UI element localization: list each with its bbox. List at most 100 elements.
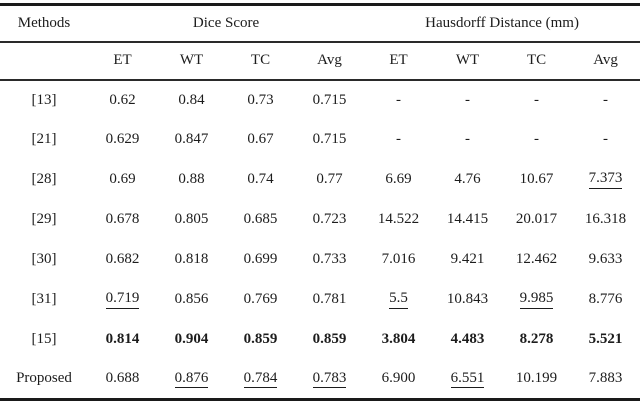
value-cell: 0.859 bbox=[226, 320, 295, 360]
table-row: [28] 0.69 0.88 0.74 0.77 6.69 4.76 10.67… bbox=[0, 160, 640, 200]
cell-value: 10.843 bbox=[446, 291, 489, 307]
cell-value: 0.805 bbox=[174, 211, 209, 227]
value-cell: 0.781 bbox=[295, 280, 364, 320]
subheader-row: ET WT TC Avg ET WT TC Avg bbox=[0, 41, 640, 81]
cell-value: 0.629 bbox=[105, 131, 140, 147]
method-cell: [28] bbox=[31, 171, 57, 187]
value-cell: - bbox=[571, 80, 640, 120]
value-cell: - bbox=[571, 120, 640, 160]
value-cell: 10.199 bbox=[502, 360, 571, 400]
value-cell: 0.783 bbox=[295, 360, 364, 400]
method-cell: [31] bbox=[31, 291, 57, 307]
value-cell: - bbox=[364, 80, 433, 120]
cell-value: 0.769 bbox=[243, 291, 278, 307]
table-row: [31] 0.719 0.856 0.769 0.781 5.5 10.843 … bbox=[0, 280, 640, 320]
subheader-dice-et: ET bbox=[88, 41, 157, 81]
value-cell: 0.685 bbox=[226, 200, 295, 240]
cell-value: 9.985 bbox=[519, 290, 554, 309]
value-cell: 0.856 bbox=[157, 280, 226, 320]
cell-value: 8.776 bbox=[588, 291, 623, 307]
value-cell: 7.883 bbox=[571, 360, 640, 400]
value-cell: 12.462 bbox=[502, 240, 571, 280]
cell-value: 9.421 bbox=[450, 251, 485, 267]
value-cell: 6.551 bbox=[433, 360, 502, 400]
value-cell: 0.699 bbox=[226, 240, 295, 280]
cell-value: 0.818 bbox=[174, 251, 209, 267]
value-cell: 0.84 bbox=[157, 80, 226, 120]
subheader-empty bbox=[0, 41, 88, 81]
value-cell: 7.373 bbox=[571, 160, 640, 200]
subheader-dice-tc: TC bbox=[226, 41, 295, 81]
cell-value: 0.678 bbox=[105, 211, 140, 227]
cell-value: 0.88 bbox=[178, 171, 205, 187]
value-cell: 0.688 bbox=[88, 360, 157, 400]
cell-value: 9.633 bbox=[588, 251, 623, 267]
cell-value: 0.73 bbox=[247, 91, 274, 108]
value-cell: 16.318 bbox=[571, 200, 640, 240]
cell-value: 12.462 bbox=[515, 251, 558, 267]
value-cell: 7.016 bbox=[364, 240, 433, 280]
cell-value: 10.199 bbox=[515, 370, 558, 387]
subheader-dice-wt: WT bbox=[157, 41, 226, 81]
cell-value: - bbox=[603, 91, 609, 108]
cell-value: 0.784 bbox=[243, 370, 278, 388]
value-cell: 0.74 bbox=[226, 160, 295, 200]
value-cell: - bbox=[364, 120, 433, 160]
value-cell: 6.900 bbox=[364, 360, 433, 400]
cell-value: 0.715 bbox=[312, 131, 347, 147]
cell-value: 0.904 bbox=[174, 331, 209, 347]
cell-value: 6.551 bbox=[450, 370, 485, 388]
cell-value: 7.373 bbox=[588, 170, 623, 189]
cell-value: 0.62 bbox=[109, 91, 136, 108]
value-cell: 0.733 bbox=[295, 240, 364, 280]
value-cell: 0.723 bbox=[295, 200, 364, 240]
cell-value: 0.783 bbox=[312, 370, 347, 388]
value-cell: 3.804 bbox=[364, 320, 433, 360]
cell-value: 0.847 bbox=[174, 131, 209, 147]
value-cell: 0.719 bbox=[88, 280, 157, 320]
cell-value: 0.699 bbox=[243, 251, 278, 267]
cell-value: 10.67 bbox=[519, 171, 554, 187]
cell-value: 0.715 bbox=[312, 91, 347, 108]
cell-value: - bbox=[534, 91, 540, 108]
subheader-dice-avg: Avg bbox=[295, 41, 365, 81]
table-row: [13] 0.62 0.84 0.73 0.715 - - - - bbox=[0, 80, 640, 120]
subheader-hd-tc: TC bbox=[502, 41, 572, 81]
method-cell: [13] bbox=[31, 91, 57, 108]
value-cell: 10.843 bbox=[433, 280, 502, 320]
cell-value: 5.521 bbox=[588, 331, 623, 347]
value-cell: 0.814 bbox=[88, 320, 157, 360]
value-cell: - bbox=[502, 120, 571, 160]
cell-value: 0.77 bbox=[316, 171, 343, 187]
cell-value: 0.781 bbox=[312, 291, 347, 307]
cell-value: 8.278 bbox=[519, 331, 554, 347]
subheader-hd-avg: Avg bbox=[571, 41, 640, 81]
method-cell: [29] bbox=[31, 211, 57, 227]
value-cell: 14.415 bbox=[433, 200, 502, 240]
value-cell: 0.769 bbox=[226, 280, 295, 320]
value-cell: 0.678 bbox=[88, 200, 157, 240]
cell-value: 0.69 bbox=[109, 171, 136, 187]
value-cell: 0.715 bbox=[295, 80, 364, 120]
methods-header: Methods bbox=[0, 4, 88, 43]
value-cell: 0.629 bbox=[88, 120, 157, 160]
subheader-hd-wt: WT bbox=[433, 41, 503, 81]
value-cell: 0.69 bbox=[88, 160, 157, 200]
method-cell: [15] bbox=[31, 331, 57, 347]
cell-value: 7.016 bbox=[381, 251, 416, 267]
value-cell: 8.278 bbox=[502, 320, 571, 360]
cell-value: 0.859 bbox=[243, 331, 278, 347]
cell-value: - bbox=[465, 91, 471, 108]
value-cell: - bbox=[502, 80, 571, 120]
value-cell: 0.805 bbox=[157, 200, 226, 240]
table-row: Proposed 0.688 0.876 0.784 0.783 6.900 6… bbox=[0, 360, 640, 400]
value-cell: 9.985 bbox=[502, 280, 571, 320]
value-cell: 0.73 bbox=[226, 80, 295, 120]
table-row: [21] 0.629 0.847 0.67 0.715 - - - - bbox=[0, 120, 640, 160]
value-cell: 20.017 bbox=[502, 200, 571, 240]
table-row: [29] 0.678 0.805 0.685 0.723 14.522 14.4… bbox=[0, 200, 640, 240]
value-cell: 5.5 bbox=[364, 280, 433, 320]
value-cell: 10.67 bbox=[502, 160, 571, 200]
value-cell: 9.633 bbox=[571, 240, 640, 280]
cell-value: 0.876 bbox=[174, 370, 209, 388]
